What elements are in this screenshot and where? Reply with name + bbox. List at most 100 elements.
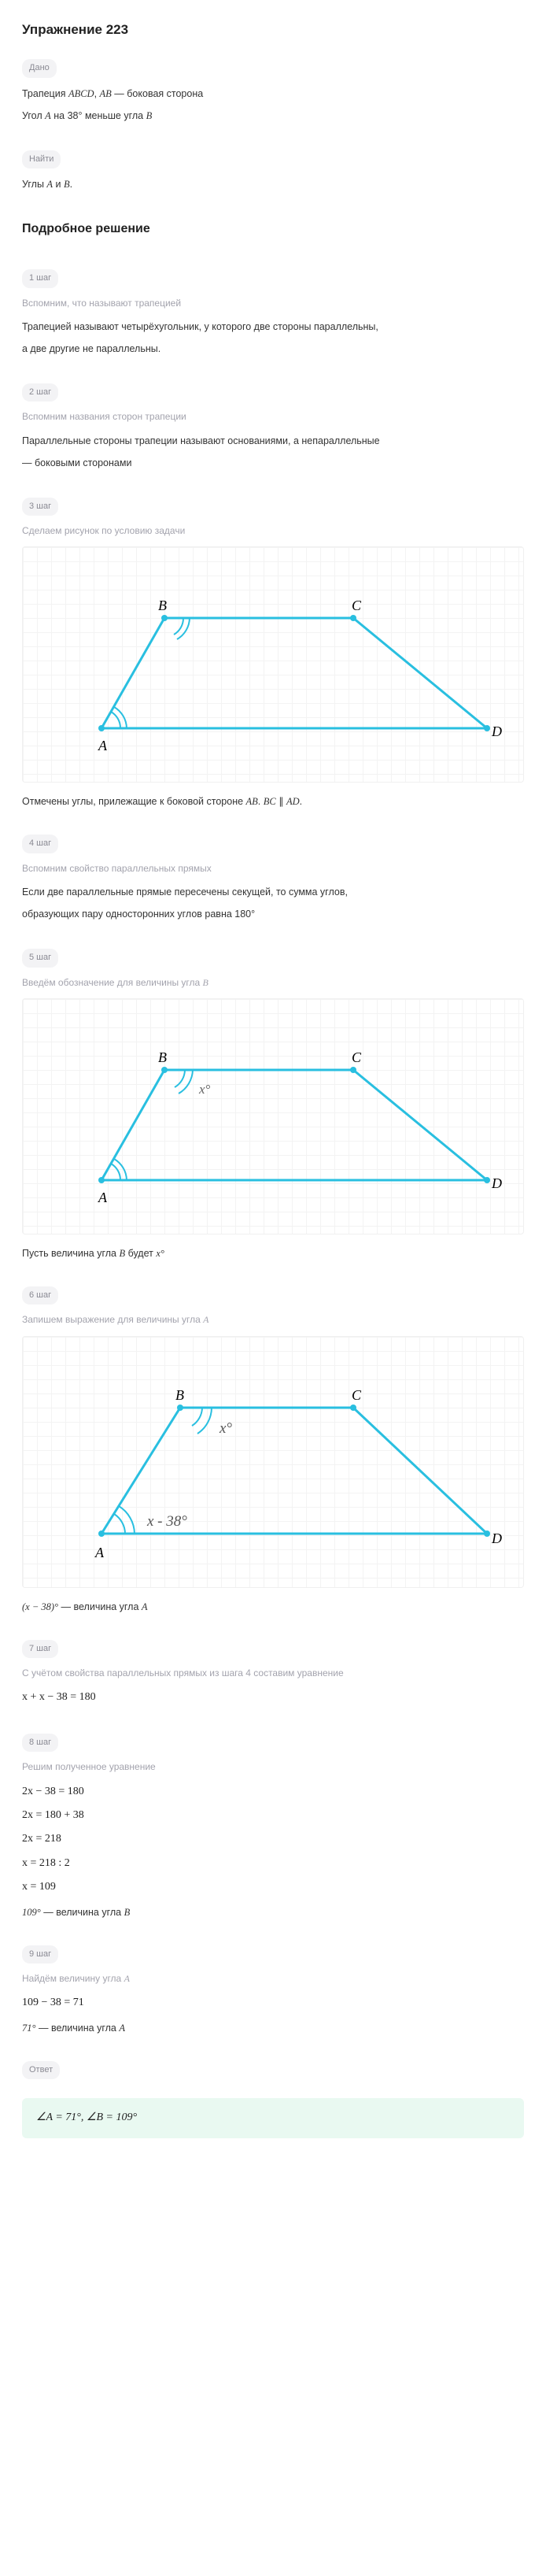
math-a: A — [203, 1314, 208, 1325]
answer-text: ∠A = 71°, ∠B = 109° — [36, 2112, 137, 2123]
val: 109° — [22, 1907, 41, 1918]
text: будет — [125, 1248, 156, 1259]
step8-eq2: 2x = 180 + 38 — [22, 1807, 524, 1824]
svg-text:D: D — [491, 724, 502, 739]
step-badge-2: 2 шаг — [22, 383, 58, 402]
math-b: B — [124, 1907, 131, 1918]
step-badge-1: 1 шаг — [22, 269, 58, 288]
step8-result: 109° — величина угла B — [22, 1904, 524, 1920]
math-a: A — [46, 179, 53, 190]
find-badge: Найти — [22, 150, 61, 169]
text: Введём обозначение для величины угла — [22, 977, 203, 988]
step-sub-4: Вспомним свойство параллельных прямых — [22, 861, 524, 876]
step9-result: 71° — величина угла A — [22, 2020, 524, 2036]
math-x: x° — [156, 1248, 164, 1259]
step4-line2: образующих пару односторонних углов равн… — [22, 906, 524, 922]
step8-eq1: 2x − 38 = 180 — [22, 1783, 524, 1801]
text: меньше угла — [82, 110, 146, 121]
step4-line1: Если две параллельные прямые пересечены … — [22, 884, 524, 900]
math-ab: AB — [246, 796, 258, 807]
svg-text:A: A — [94, 1545, 105, 1560]
text: Отмечены углы, прилежащие к боковой стор… — [22, 796, 246, 807]
text: . — [300, 796, 302, 807]
given-line-2: Угол A на 38° меньше угла B — [22, 108, 524, 124]
step8-eq3: 2x = 218 — [22, 1830, 524, 1848]
math-abcd: ABCD — [68, 88, 94, 99]
solution-heading: Подробное решение — [22, 219, 524, 239]
parallel: ∥ — [276, 796, 286, 807]
math-ad: AD — [286, 796, 300, 807]
given-line-1: Трапеция ABCD, AB — боковая сторона — [22, 86, 524, 102]
svg-text:x - 38°: x - 38° — [146, 1513, 187, 1530]
step-badge-3: 3 шаг — [22, 498, 58, 516]
svg-text:D: D — [491, 1175, 502, 1191]
math-expr: (x − 38)° — [22, 1601, 58, 1612]
answer-badge: Ответ — [22, 2061, 60, 2080]
step7-eq: x + x − 38 = 180 — [22, 1689, 524, 1706]
text: — величина угла — [36, 2023, 120, 2034]
step-sub-3: Сделаем рисунок по условию задачи — [22, 524, 524, 539]
svg-text:B: B — [158, 598, 167, 613]
figure1-caption: Отмечены углы, прилежащие к боковой стор… — [22, 794, 524, 809]
math-a: A — [119, 2023, 125, 2034]
text: Угол — [22, 110, 45, 121]
step2-line1: Параллельные стороны трапеции называют о… — [22, 433, 524, 449]
step-badge-4: 4 шаг — [22, 835, 58, 853]
answer-box: ∠A = 71°, ∠B = 109° — [22, 2098, 524, 2137]
svg-text:C: C — [352, 598, 362, 613]
svg-text:x°: x° — [219, 1420, 232, 1437]
math-ab: AB — [100, 88, 112, 99]
text: , — [94, 88, 100, 99]
svg-text:C: C — [352, 1049, 362, 1065]
math-b: B — [64, 179, 70, 190]
text: Углы — [22, 179, 46, 190]
math-b: B — [146, 110, 153, 121]
step8-eq5: x = 109 — [22, 1878, 524, 1896]
step-sub-9: Найдём величину угла A — [22, 1971, 524, 1986]
given-badge: Дано — [22, 59, 57, 78]
step-badge-6: 6 шаг — [22, 1286, 58, 1305]
trapezoid-svg-2: x° A B C D — [23, 999, 525, 1235]
text: . — [70, 179, 72, 190]
find-line: Углы A и B. — [22, 176, 524, 192]
figure-3: x° x - 38° A B C D — [22, 1336, 524, 1588]
text: . — [258, 796, 264, 807]
text: — боковая сторона — [112, 88, 203, 99]
step-sub-6: Запишем выражение для величины угла A — [22, 1312, 524, 1327]
val: 71° — [22, 2023, 36, 2034]
figure2-caption: Пусть величина угла B будет x° — [22, 1245, 524, 1261]
exercise-title: Упражнение 223 — [22, 19, 524, 40]
step1-line2: а две другие не параллельны. — [22, 341, 524, 357]
text: на — [51, 110, 68, 121]
math-a: A — [124, 1973, 130, 1984]
step-sub-8: Решим полученное уравнение — [22, 1760, 524, 1775]
trapezoid-svg-3: x° x - 38° A B C D — [23, 1337, 525, 1589]
step8-eq4: x = 218 : 2 — [22, 1855, 524, 1872]
step-badge-9: 9 шаг — [22, 1945, 58, 1964]
figure-1: A B C D — [22, 546, 524, 783]
text: Пусть величина угла — [22, 1248, 119, 1259]
deg: 38° — [68, 110, 83, 121]
svg-text:B: B — [175, 1387, 184, 1403]
step-sub-7: С учётом свойства параллельных прямых из… — [22, 1666, 524, 1681]
svg-text:A: A — [98, 738, 108, 753]
math-b: B — [203, 977, 208, 988]
text: — величина угла — [58, 1601, 142, 1612]
svg-text:B: B — [158, 1049, 167, 1065]
step-sub-1: Вспомним, что называют трапецией — [22, 296, 524, 311]
step-sub-5: Введём обозначение для величины угла B — [22, 975, 524, 990]
svg-text:C: C — [352, 1387, 362, 1403]
text: Трапеция — [22, 88, 68, 99]
svg-text:D: D — [491, 1530, 502, 1546]
svg-text:x°: x° — [198, 1082, 211, 1097]
figure3-caption: (x − 38)° — величина угла A — [22, 1599, 524, 1615]
math-bc: BC — [264, 796, 276, 807]
text: и — [53, 179, 64, 190]
figure-2: x° A B C D — [22, 998, 524, 1234]
trapezoid-svg-1: A B C D — [23, 547, 525, 783]
step-sub-2: Вспомним названия сторон трапеции — [22, 409, 524, 424]
step-badge-8: 8 шаг — [22, 1734, 58, 1752]
math-a: A — [142, 1601, 148, 1612]
math-a: A — [45, 110, 51, 121]
step1-line1: Трапецией называют четырёхугольник, у ко… — [22, 319, 524, 335]
